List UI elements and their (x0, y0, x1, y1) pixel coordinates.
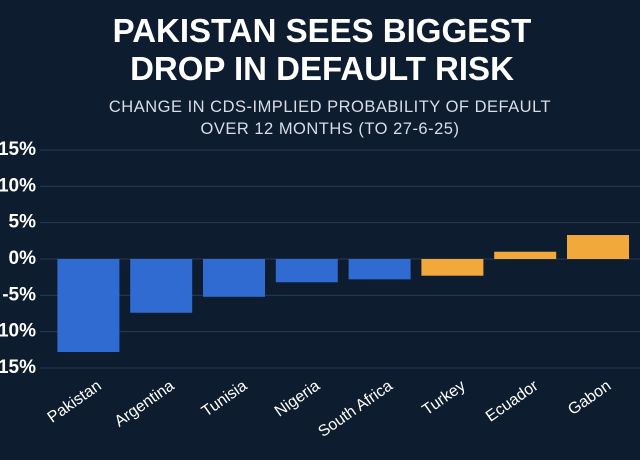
x-tick-label: Tunisia (199, 377, 251, 420)
chart-title: PAKISTAN SEES BIGGEST (113, 12, 532, 49)
bar (348, 259, 411, 280)
chart-subtitle-line2: OVER 12 MONTHS (TO 27-6-25) (201, 120, 460, 138)
x-tick-label: Ecuador (483, 377, 542, 425)
y-tick-label: -5% (2, 284, 36, 305)
x-tick-label: Argentina (112, 377, 178, 430)
bar (130, 259, 193, 313)
y-tick-label: 10% (0, 175, 36, 196)
y-tick-label: -10% (0, 321, 36, 342)
x-tick-label: Pakistan (45, 377, 105, 426)
x-tick-label: South Africa (315, 377, 396, 440)
bar (275, 259, 338, 283)
bar (203, 259, 265, 297)
bar (567, 235, 629, 259)
bar (421, 259, 484, 276)
x-tick-label: Gabon (565, 377, 614, 418)
y-tick-label: 15% (0, 139, 36, 160)
x-tick-label: Nigeria (272, 377, 323, 420)
y-tick-label: 5% (9, 212, 37, 233)
y-tick-label: 0% (9, 248, 37, 269)
y-tick-label: -15% (0, 357, 36, 378)
bar (494, 251, 557, 259)
chart-subtitle: CHANGE IN CDS-IMPLIED PROBABILITY OF DEF… (109, 98, 551, 116)
bar (57, 259, 120, 353)
chart-title-line2: DROP IN DEFAULT RISK (130, 50, 514, 87)
x-tick-label: Turkey (419, 377, 468, 419)
